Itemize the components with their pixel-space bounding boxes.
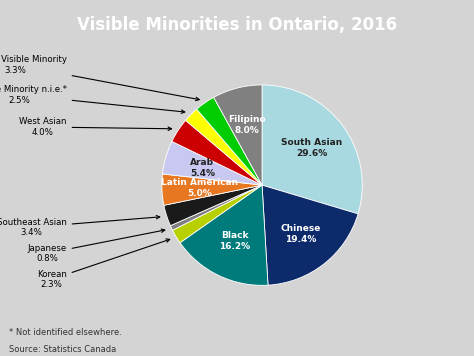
Wedge shape [163,141,262,185]
Text: Korean
2.3%: Korean 2.3% [37,239,170,289]
Wedge shape [162,174,262,205]
Wedge shape [262,85,362,214]
Text: Multiple Visible Minority
3.3%: Multiple Visible Minority 3.3% [0,55,199,101]
Text: * Not identified elsewhere.: * Not identified elsewhere. [9,328,122,336]
Text: Southeast Asian
3.4%: Southeast Asian 3.4% [0,215,160,237]
Text: Latin American
5.0%: Latin American 5.0% [162,178,238,198]
Wedge shape [164,185,262,226]
Text: Source: Statistics Canada: Source: Statistics Canada [9,345,117,354]
Text: West Asian
4.0%: West Asian 4.0% [19,117,172,137]
Text: Visible Minority n.i.e.*
2.5%: Visible Minority n.i.e.* 2.5% [0,85,185,113]
Wedge shape [186,109,262,185]
Wedge shape [173,185,262,243]
Wedge shape [180,185,268,285]
Text: Filipino
8.0%: Filipino 8.0% [228,115,265,135]
Text: Black
16.2%: Black 16.2% [219,231,251,251]
Wedge shape [197,97,262,185]
Text: Chinese
19.4%: Chinese 19.4% [281,224,321,244]
Text: Arab
5.4%: Arab 5.4% [190,158,215,178]
Wedge shape [171,185,262,230]
Text: Visible Minorities in Ontario, 2016: Visible Minorities in Ontario, 2016 [77,16,397,34]
Wedge shape [214,85,262,185]
Wedge shape [172,120,262,185]
Text: South Asian
29.6%: South Asian 29.6% [281,138,343,158]
Text: Japanese
0.8%: Japanese 0.8% [27,229,165,263]
Wedge shape [262,185,358,285]
